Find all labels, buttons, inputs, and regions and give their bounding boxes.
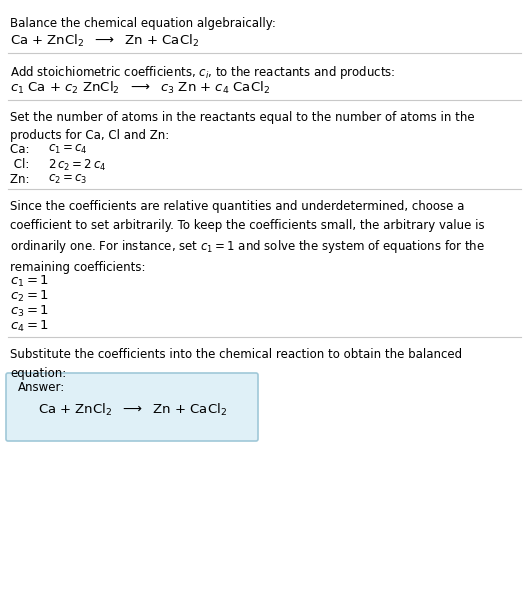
Text: Set the number of atoms in the reactants equal to the number of atoms in the
pro: Set the number of atoms in the reactants… xyxy=(10,111,475,143)
Text: Zn:: Zn: xyxy=(10,173,33,186)
Text: Substitute the coefficients into the chemical reaction to obtain the balanced
eq: Substitute the coefficients into the che… xyxy=(10,348,462,379)
Text: Answer:: Answer: xyxy=(18,381,65,394)
Text: $c_1 = c_4$: $c_1 = c_4$ xyxy=(48,143,88,156)
Text: Since the coefficients are relative quantities and underdetermined, choose a
coe: Since the coefficients are relative quan… xyxy=(10,200,485,274)
Text: Add stoichiometric coefficients, $c_i$, to the reactants and products:: Add stoichiometric coefficients, $c_i$, … xyxy=(10,64,395,81)
FancyBboxPatch shape xyxy=(6,373,258,441)
Text: Cl:: Cl: xyxy=(10,158,33,171)
Text: $c_1 = 1$: $c_1 = 1$ xyxy=(10,274,49,289)
Text: $c_3 = 1$: $c_3 = 1$ xyxy=(10,304,49,319)
Text: $c_2 = 1$: $c_2 = 1$ xyxy=(10,289,49,304)
Text: $c_2 = c_3$: $c_2 = c_3$ xyxy=(48,173,87,186)
Text: Ca + ZnCl$_2$  $\longrightarrow$  Zn + CaCl$_2$: Ca + ZnCl$_2$ $\longrightarrow$ Zn + CaC… xyxy=(38,402,227,418)
Text: Ca + ZnCl$_2$  $\longrightarrow$  Zn + CaCl$_2$: Ca + ZnCl$_2$ $\longrightarrow$ Zn + CaC… xyxy=(10,33,199,49)
Text: Ca:: Ca: xyxy=(10,143,33,156)
Text: $c_1$ Ca + $c_2$ ZnCl$_2$  $\longrightarrow$  $c_3$ Zn + $c_4$ CaCl$_2$: $c_1$ Ca + $c_2$ ZnCl$_2$ $\longrightarr… xyxy=(10,80,270,96)
Text: $2\,c_2 = 2\,c_4$: $2\,c_2 = 2\,c_4$ xyxy=(48,158,106,173)
Text: Balance the chemical equation algebraically:: Balance the chemical equation algebraica… xyxy=(10,17,276,30)
Text: $c_4 = 1$: $c_4 = 1$ xyxy=(10,319,49,334)
